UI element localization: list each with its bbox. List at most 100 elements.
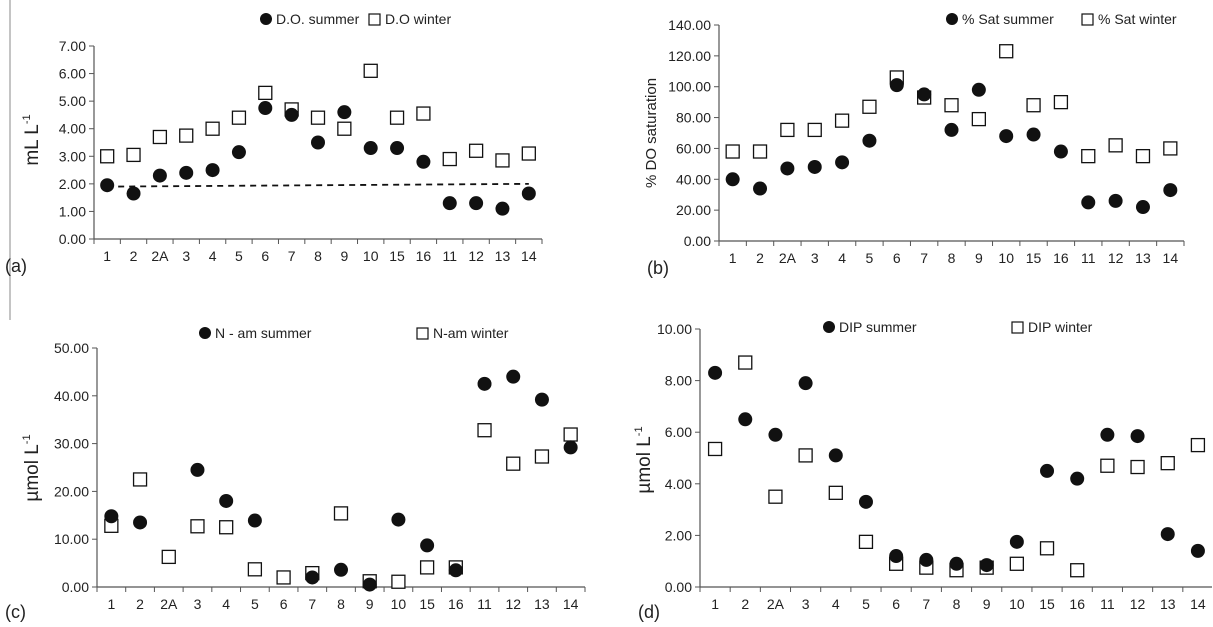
winter-point xyxy=(310,110,326,125)
summer-point xyxy=(798,376,813,391)
x-tick-label: 15 xyxy=(389,248,405,264)
legend-winter-label: N-am winter xyxy=(433,325,509,341)
x-tick-label: 9 xyxy=(340,248,348,264)
summer-point xyxy=(738,412,753,427)
panel-label: (a) xyxy=(5,256,27,276)
x-tick-label: 5 xyxy=(235,248,243,264)
summer-point xyxy=(362,577,377,592)
summer-point xyxy=(100,178,115,193)
legend-summer-marker xyxy=(946,13,958,25)
x-tick-label: 2A xyxy=(767,596,785,612)
summer-point xyxy=(919,552,934,567)
summer-point xyxy=(448,563,463,578)
x-tick-label: 8 xyxy=(953,596,961,612)
y-tick-label: 30.00 xyxy=(54,436,89,452)
summer-point xyxy=(780,161,795,176)
winter-point xyxy=(971,111,987,127)
winter-point xyxy=(858,534,874,549)
summer-point xyxy=(219,493,234,508)
x-tick-label: 13 xyxy=(1135,250,1151,266)
winter-point xyxy=(391,574,406,589)
panel-label: (b) xyxy=(647,258,669,278)
y-tick-label: 50.00 xyxy=(54,340,89,356)
summer-point xyxy=(477,376,492,391)
winter-point xyxy=(1163,141,1178,156)
summer-point xyxy=(190,462,205,477)
x-tick-label: 13 xyxy=(534,596,550,612)
winter-point xyxy=(132,472,148,487)
summer-point xyxy=(1053,144,1068,159)
winter-point xyxy=(419,560,435,575)
y-tick-label: 60.00 xyxy=(676,140,711,156)
summer-point xyxy=(337,105,352,120)
summer-point xyxy=(1163,183,1178,198)
summer-point xyxy=(862,133,877,148)
legend-summer-label: N - am summer xyxy=(215,325,312,341)
x-tick-label: 2 xyxy=(136,596,144,612)
winter-point xyxy=(152,129,168,145)
x-tick-label: 5 xyxy=(251,596,259,612)
summer-point xyxy=(506,369,521,384)
x-tick-label: 16 xyxy=(1069,596,1085,612)
y-tick-label: 6.00 xyxy=(59,66,86,82)
summer-point xyxy=(391,512,406,527)
x-tick-label: 9 xyxy=(975,250,983,266)
summer-point xyxy=(1040,463,1055,478)
x-tick-label: 4 xyxy=(209,248,217,264)
legend-summer-marker xyxy=(199,327,211,339)
winter-point xyxy=(468,143,484,158)
x-tick-label: 1 xyxy=(107,596,115,612)
legend-winter-label: D.O winter xyxy=(385,11,451,27)
winter-point xyxy=(477,423,492,438)
x-tick-label: 7 xyxy=(288,248,296,264)
x-tick-label: 12 xyxy=(1130,596,1146,612)
winter-point xyxy=(1160,456,1175,471)
x-tick-label: 14 xyxy=(1163,250,1179,266)
x-tick-label: 2 xyxy=(130,248,138,264)
y-tick-label: 40.00 xyxy=(676,171,711,187)
x-tick-label: 8 xyxy=(948,250,956,266)
winter-point xyxy=(828,485,843,500)
x-tick-label: 12 xyxy=(505,596,521,612)
x-tick-label: 7 xyxy=(922,596,930,612)
winter-point xyxy=(1130,459,1145,475)
summer-point xyxy=(247,513,262,528)
summer-point xyxy=(420,538,435,553)
x-tick-label: 8 xyxy=(314,248,322,264)
x-tick-label: 10 xyxy=(1009,596,1025,612)
legend-winter-marker xyxy=(1081,13,1094,26)
summer-point xyxy=(1081,195,1096,210)
winter-point xyxy=(247,562,263,577)
winter-point xyxy=(442,151,457,167)
y-tick-label: 20.00 xyxy=(54,483,89,499)
x-tick-label: 11 xyxy=(477,596,492,612)
legend-summer-label: DIP summer xyxy=(839,319,917,335)
x-tick-label: 16 xyxy=(448,596,464,612)
winter-point xyxy=(798,448,813,463)
x-tick-label: 2A xyxy=(160,596,178,612)
winter-point xyxy=(363,63,378,78)
summer-point xyxy=(1070,471,1085,486)
x-tick-label: 3 xyxy=(182,248,190,264)
legend-winter-label: % Sat winter xyxy=(1098,11,1177,27)
y-tick-label: 100.00 xyxy=(668,79,711,95)
summer-point xyxy=(311,135,325,150)
x-tick-label: 9 xyxy=(366,596,374,612)
summer-point xyxy=(1160,527,1175,542)
summer-point xyxy=(917,87,932,102)
winter-point xyxy=(495,153,510,168)
summer-point xyxy=(807,159,822,174)
summer-point xyxy=(284,107,299,122)
x-tick-label: 4 xyxy=(222,596,230,612)
summer-point xyxy=(1190,543,1205,558)
winter-point xyxy=(1100,458,1115,473)
winter-point xyxy=(834,113,850,128)
x-tick-label: 16 xyxy=(416,248,432,264)
summer-point xyxy=(563,440,578,455)
winter-point xyxy=(219,520,234,535)
chart-panel-b: 0.00 20.00 40.00 60.00 80.00 100.00 120.00 140.… xyxy=(643,11,1185,278)
summer-point xyxy=(1009,534,1024,549)
y-axis-label-text: % DO saturation xyxy=(643,78,660,188)
